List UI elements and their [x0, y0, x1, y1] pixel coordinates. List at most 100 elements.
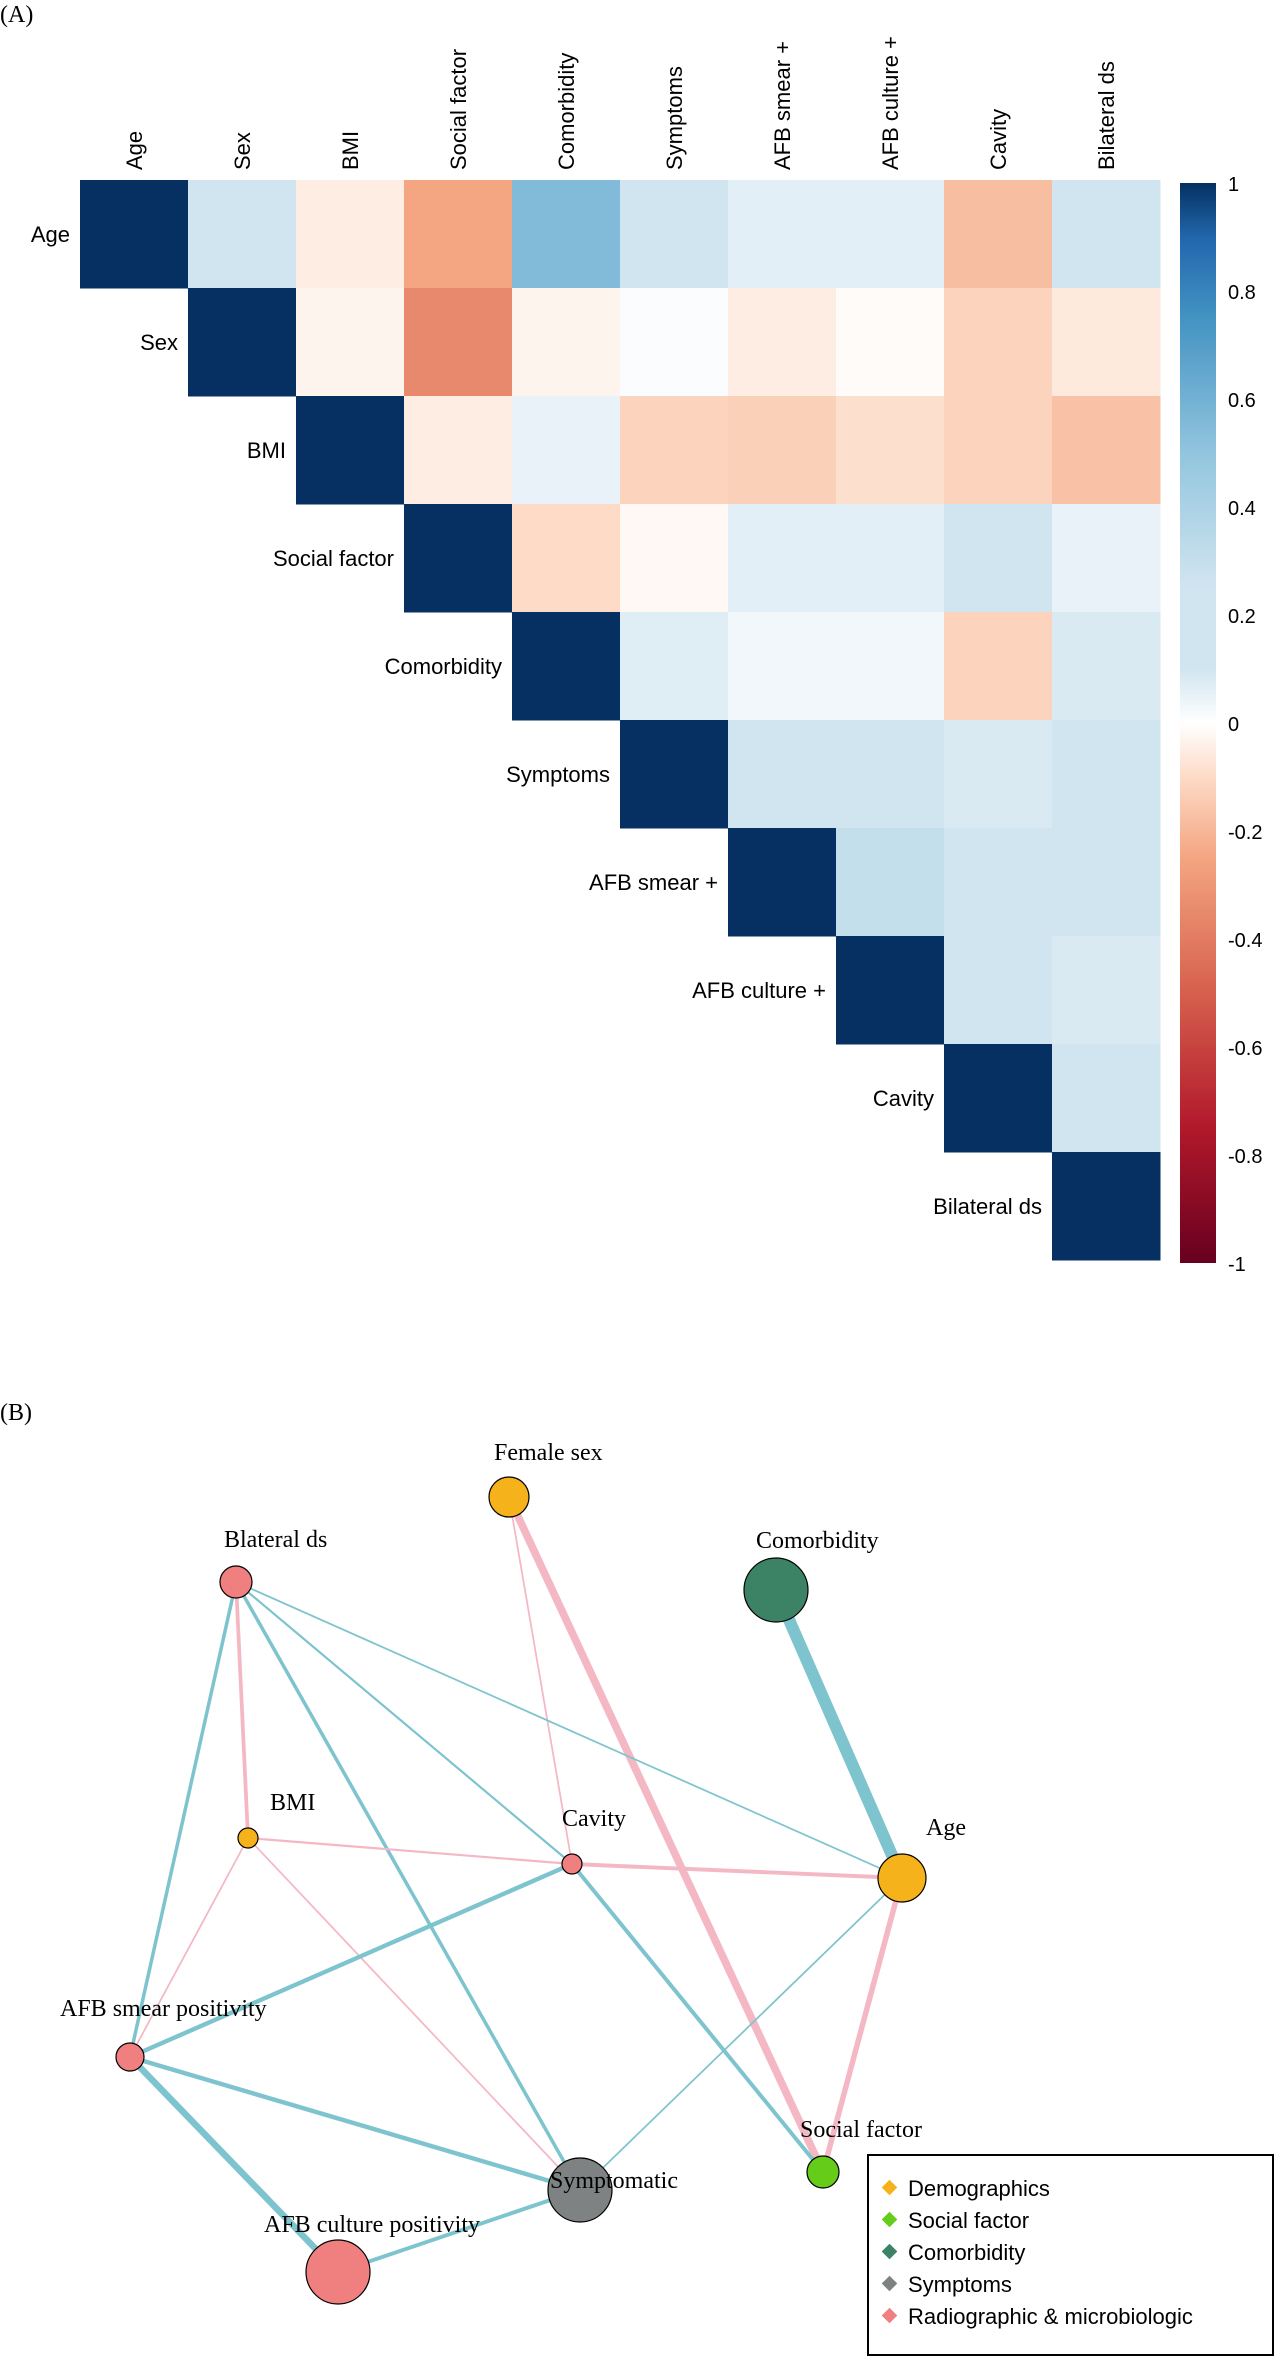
node-comorbidity: [743, 1557, 809, 1623]
node-smear: [115, 2042, 145, 2072]
edge-smear-culture: [126, 2053, 342, 2276]
color-scale-tick: 0.4: [1228, 498, 1256, 520]
column-label-age: Age: [122, 131, 147, 170]
color-scale-ticks: 1 0.8 0.6 0.4 0.2 0 -0.2 -0.4 -0.6 -0.8 -1: [1228, 174, 1262, 1276]
network-node-labels: Female sex Comorbidity Blateral ds BMI Cavit…: [60, 1440, 966, 2238]
heatmap-cell-bmi-afb-smear: [728, 396, 837, 505]
heatmap-cell-sex-bilateral-ds: [1052, 288, 1161, 397]
heatmap-cell-symptoms-cavity: [944, 720, 1053, 829]
legend-label-symptoms: Symptoms: [908, 2272, 1012, 2297]
column-label-sex: Sex: [230, 132, 255, 170]
heatmap-cell-comorbidity-symptoms: [620, 612, 729, 721]
heatmap-row-labels: Age Sex BMI Social factor Comorbidity Symptom…: [31, 222, 1042, 1219]
edge-female_sex-social: [505, 1493, 827, 2176]
heatmap-cell-social-factor-social-factor: [404, 504, 513, 613]
edge-cavity-social: [570, 1862, 825, 2174]
color-scale-tick: 0.6: [1228, 390, 1256, 412]
row-label-bmi: BMI: [247, 438, 286, 463]
heatmap-cells: [80, 180, 1161, 1261]
heatmap-cell-comorbidity-cavity: [944, 612, 1053, 721]
heatmap-cell-comorbidity-afb-smear: [728, 612, 837, 721]
heatmap-cell-cavity-bilateral-ds: [1052, 1044, 1161, 1153]
node-social: [806, 2155, 840, 2189]
heatmap-cell-symptoms-bilateral-ds: [1052, 720, 1161, 829]
node-label-age: Age: [926, 1815, 966, 1841]
heatmap-cell-social-factor-bilateral-ds: [1052, 504, 1161, 613]
node-female-sex: [488, 1476, 530, 1518]
panel-b-network: (B) Female sex Comorbidity Blateral ds BMI C…: [0, 1400, 1274, 2356]
heatmap-cell-bmi-cavity: [944, 396, 1053, 505]
row-label-bilateral-ds: Bilateral ds: [933, 1194, 1042, 1219]
node-label-social: Social factor: [800, 2117, 922, 2143]
heatmap-cell-age-age: [80, 180, 189, 289]
heatmap-cell-afb-smear-cavity: [944, 828, 1053, 937]
node-label-female-sex: Female sex: [494, 1440, 603, 1466]
legend-label-social: Social factor: [908, 2208, 1029, 2233]
row-label-afb-culture: AFB culture +: [692, 978, 826, 1003]
heatmap-cell-age-cavity: [944, 180, 1053, 289]
node-label-bilateral: Blateral ds: [224, 1527, 327, 1553]
heatmap-cell-comorbidity-comorbidity: [512, 612, 621, 721]
node-label-culture: AFB culture positivity: [264, 2212, 480, 2238]
edge-culture-symptomatic: [336, 2188, 582, 2274]
heatmap-cell-sex-social-factor: [404, 288, 513, 397]
column-label-cavity: Cavity: [986, 109, 1011, 170]
color-scale-tick: 0: [1228, 714, 1239, 736]
column-label-afb-culture: AFB culture +: [878, 36, 903, 170]
edge-female_sex-cavity: [508, 1496, 573, 1865]
heatmap-cell-bmi-bmi: [296, 396, 405, 505]
panel-b-label: (B): [0, 1400, 32, 1426]
heatmap-cell-social-factor-symptoms: [620, 504, 729, 613]
legend-label-comorbidity: Comorbidity: [908, 2240, 1025, 2265]
heatmap-cell-age-afb-smear: [728, 180, 837, 289]
panel-a-label: (A): [0, 2, 33, 28]
heatmap-cell-sex-comorbidity: [512, 288, 621, 397]
edge-bmi-symptomatic: [247, 1837, 581, 2191]
heatmap-cell-cavity-cavity: [944, 1044, 1053, 1153]
heatmap-cell-age-social-factor: [404, 180, 513, 289]
row-label-comorbidity: Comorbidity: [385, 654, 502, 679]
node-age: [877, 1853, 927, 1903]
node-label-bmi: BMI: [270, 1790, 315, 1816]
panel-a-correlation-heatmap: (A) Age Sex BMI Social factor Comorbidity Sym…: [0, 2, 1262, 1276]
color-scale-tick: -0.4: [1228, 930, 1262, 952]
heatmap-cell-social-factor-cavity: [944, 504, 1053, 613]
color-scale-tick: -0.2: [1228, 822, 1262, 844]
edge-bilateral-bmi: [234, 1580, 250, 1840]
color-scale-tick: 1: [1228, 174, 1239, 196]
node-symptomatic: [547, 2157, 613, 2223]
row-label-social-factor: Social factor: [273, 546, 394, 571]
network-legend: Demographics Social factor Comorbidity Symp…: [867, 2154, 1274, 2356]
color-scale-bar: [1180, 183, 1216, 1263]
row-label-age: Age: [31, 222, 70, 247]
heatmap-cell-sex-sex: [188, 288, 297, 397]
column-label-symptoms: Symptoms: [662, 66, 687, 170]
edge-age-symptomatic: [579, 1877, 903, 2191]
color-scale-tick: 0.2: [1228, 606, 1256, 628]
heatmap-cell-sex-afb-smear: [728, 288, 837, 397]
legend-label-demographics: Demographics: [908, 2176, 1050, 2201]
edge-bilateral-cavity: [234, 1580, 574, 1866]
node-label-symptomatic: Symptomatic: [550, 2168, 678, 2194]
heatmap-cell-social-factor-afb-culture: [836, 504, 945, 613]
node-cavity: [561, 1853, 583, 1875]
heatmap-cell-sex-cavity: [944, 288, 1053, 397]
edge-cavity-smear: [127, 1861, 575, 2060]
heatmap-cell-symptoms-symptoms: [620, 720, 729, 829]
heatmap-cell-bmi-symptoms: [620, 396, 729, 505]
heatmap-cell-afb-culture-cavity: [944, 936, 1053, 1045]
edge-bilateral-symptomatic: [234, 1580, 582, 2192]
heatmap-cell-afb-smear-afb-culture: [836, 828, 945, 937]
column-label-comorbidity: Comorbidity: [554, 53, 579, 170]
edge-bilateral-smear: [128, 1580, 238, 2059]
heatmap-cell-afb-smear-bilateral-ds: [1052, 828, 1161, 937]
heatmap-cell-age-comorbidity: [512, 180, 621, 289]
heatmap-cell-symptoms-afb-culture: [836, 720, 945, 829]
heatmap-cell-bmi-social-factor: [404, 396, 513, 505]
color-scale-tick: 0.8: [1228, 282, 1256, 304]
heatmap-cell-age-symptoms: [620, 180, 729, 289]
heatmap-cell-bmi-afb-culture: [836, 396, 945, 505]
heatmap-cell-comorbidity-afb-culture: [836, 612, 945, 721]
legend-label-radiographic: Radiographic & microbiologic: [908, 2304, 1193, 2329]
